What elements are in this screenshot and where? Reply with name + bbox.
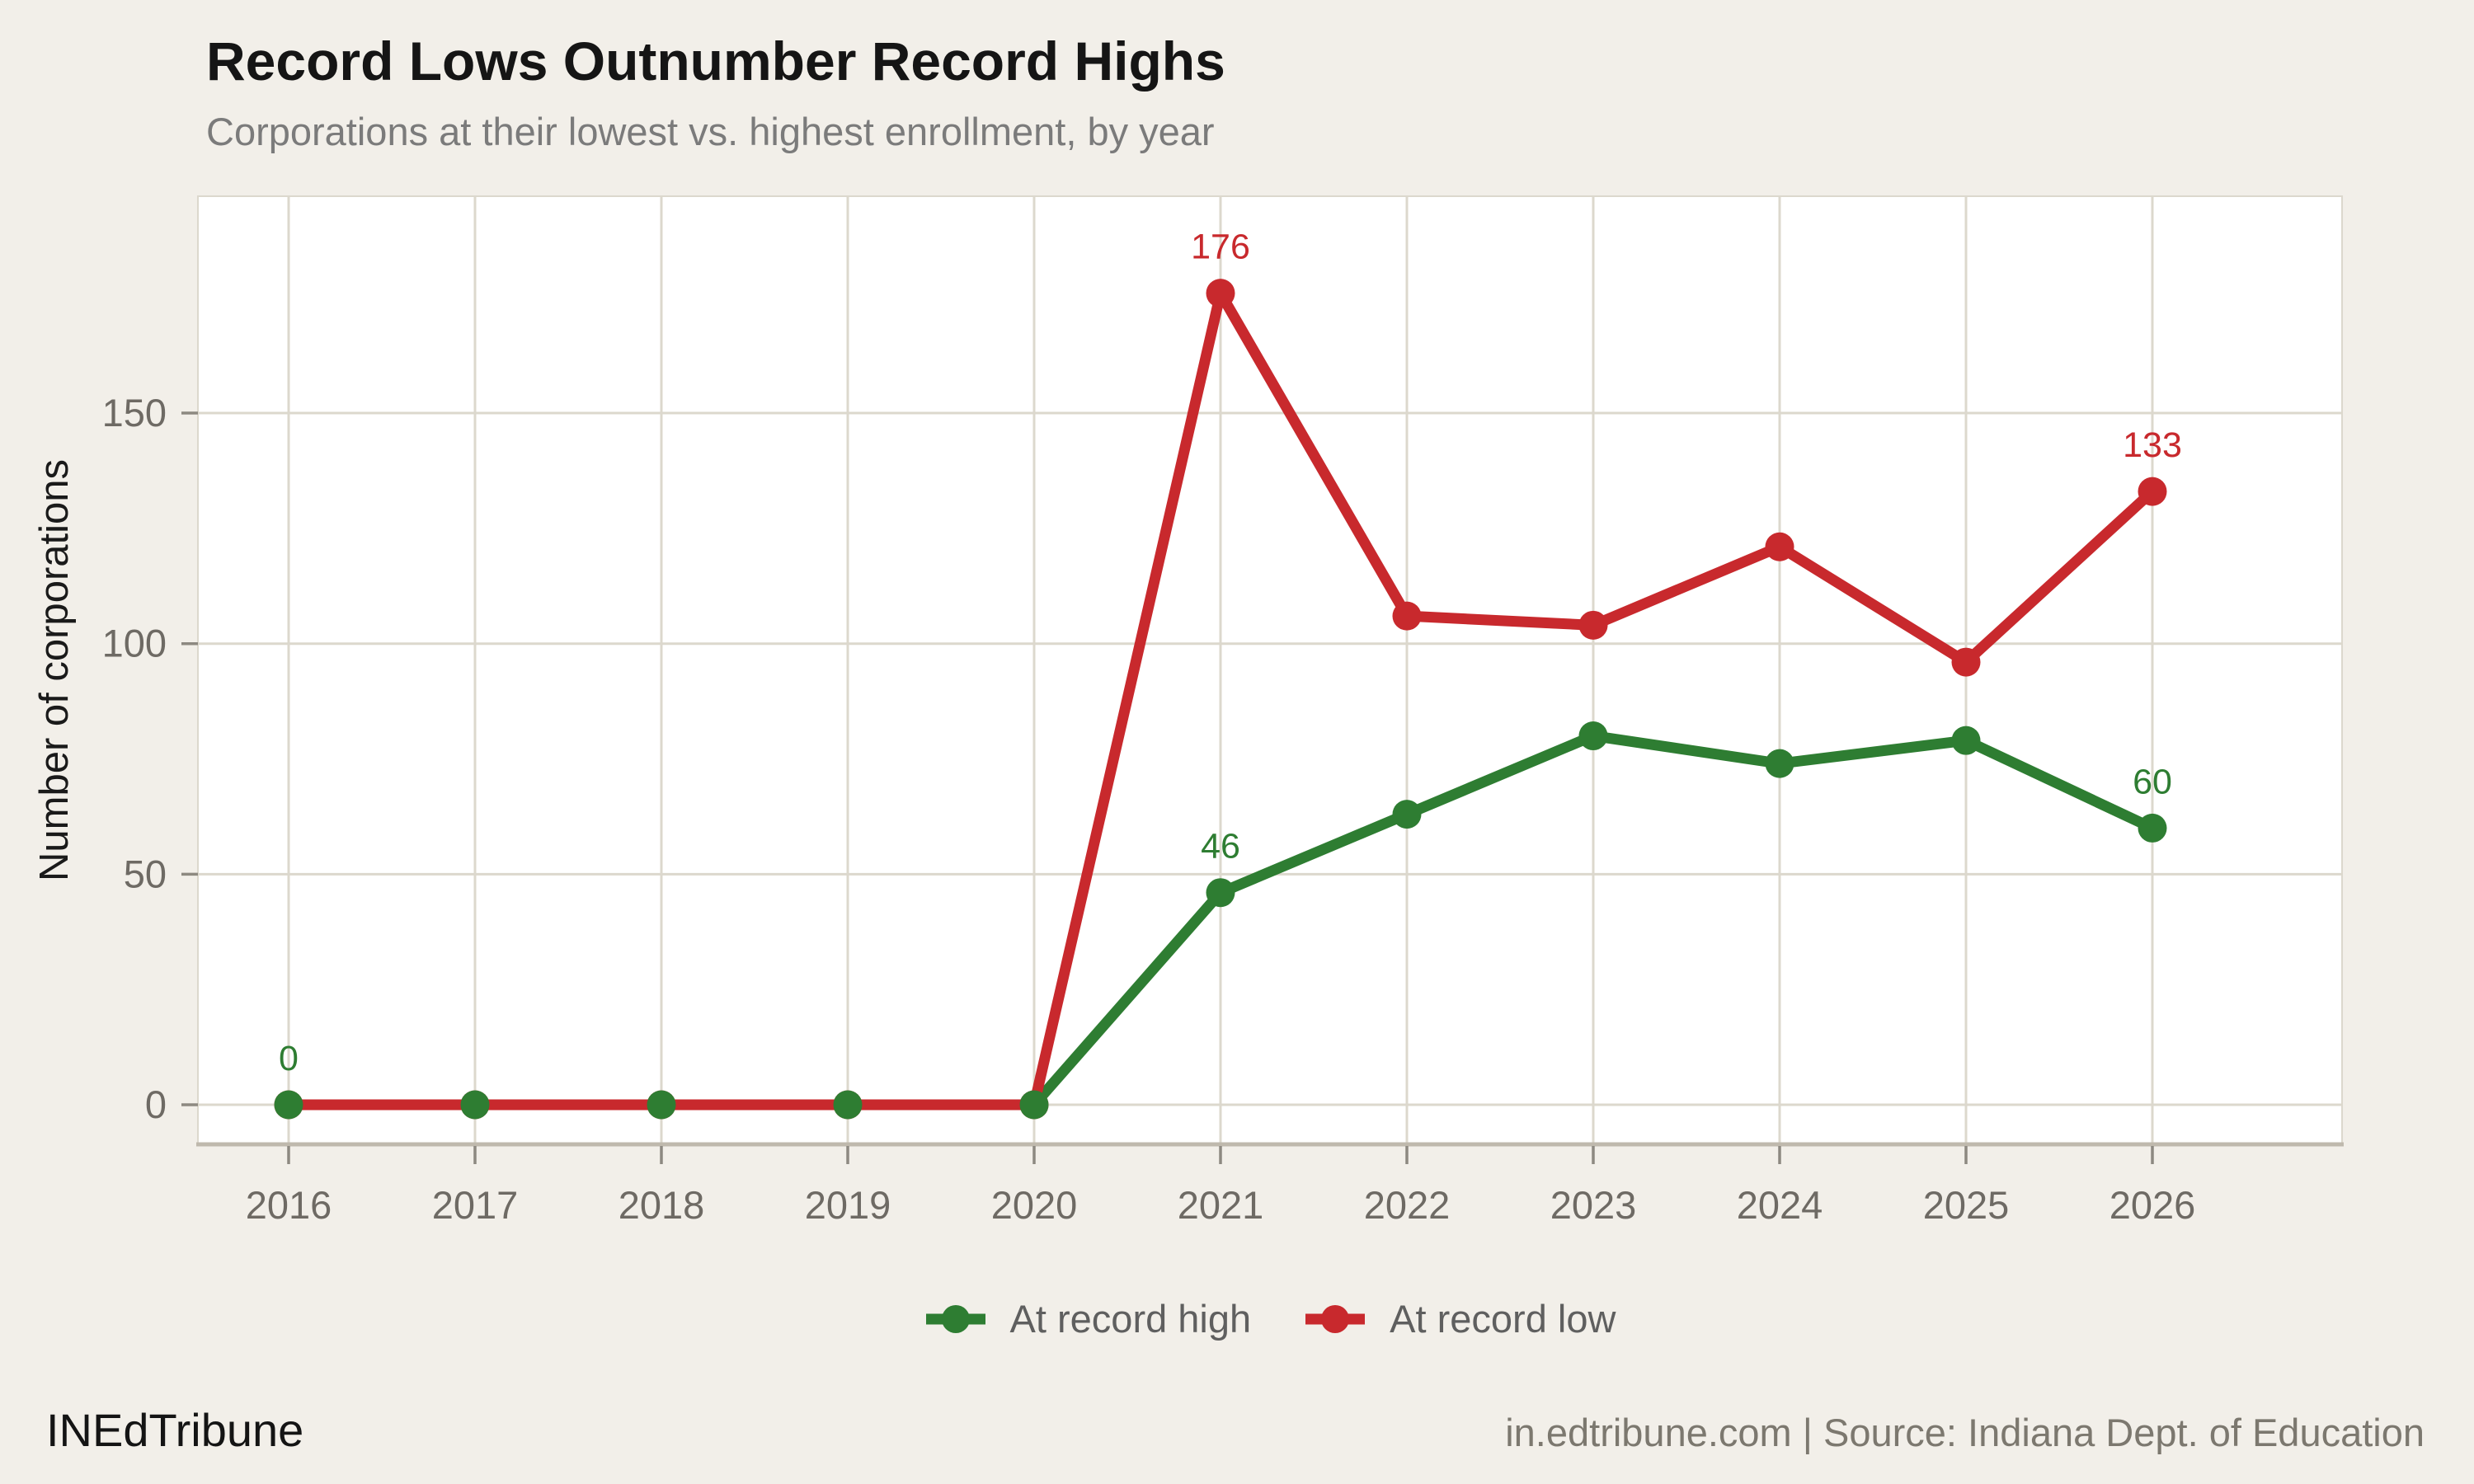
y-axis-title: Number of corporations <box>32 459 77 881</box>
data-point-red <box>2138 477 2167 506</box>
data-point-green <box>1765 749 1794 778</box>
brand-logo-text: INEdTribune <box>46 1404 304 1456</box>
point-value-label: 133 <box>2123 425 2182 465</box>
data-point-red <box>1765 532 1794 561</box>
y-tick-label: 150 <box>102 391 167 434</box>
x-tick-label: 2025 <box>1923 1183 2010 1227</box>
y-tick-label: 100 <box>102 622 167 665</box>
footer: INEdTribune in.edtribune.com | Source: I… <box>0 1403 2474 1457</box>
x-tick-label: 2023 <box>1550 1183 1637 1227</box>
chart-title: Record Lows Outnumber Record Highs <box>206 31 1225 92</box>
data-point-green <box>1578 721 1608 751</box>
chart-subtitle: Corporations at their lowest vs. highest… <box>206 110 1215 153</box>
plot-canvas: 0 50 100 150 2016 2017 2018 2019 2020 2021 2022 202… <box>32 195 2344 1227</box>
enrollment-line-chart: 0 50 100 150 2016 2017 2018 2019 2020 2021 2022 202… <box>32 195 2344 1227</box>
y-tick-label: 0 <box>145 1082 167 1126</box>
source-attribution: in.edtribune.com | Source: Indiana Dept.… <box>1505 1411 2425 1454</box>
legend: At record high At record low <box>198 1296 2342 1341</box>
data-point-red <box>1206 279 1235 308</box>
x-tick-label: 2016 <box>246 1183 332 1227</box>
legend-marker-green-icon <box>925 1304 985 1333</box>
data-point-green <box>1392 800 1422 829</box>
data-point-green <box>460 1090 490 1120</box>
x-tick-label: 2017 <box>432 1183 519 1227</box>
y-tick-label: 50 <box>124 852 167 895</box>
data-point-red <box>1578 610 1608 640</box>
point-value-label: 60 <box>2133 762 2172 801</box>
legend-label: At record low <box>1390 1297 1616 1341</box>
chart-header: Record Lows Outnumber Record Highs Corpo… <box>206 30 1225 154</box>
legend-item: At record low <box>1304 1296 1616 1341</box>
legend-item: At record high <box>924 1296 1252 1341</box>
plot-panel <box>198 196 2342 1144</box>
data-point-green <box>1206 878 1235 908</box>
x-tick-label: 2020 <box>991 1183 1078 1227</box>
data-point-green <box>1019 1090 1049 1120</box>
point-value-label: 0 <box>279 1039 299 1078</box>
point-value-label: 46 <box>1201 827 1240 866</box>
x-tick-label: 2026 <box>2109 1183 2196 1227</box>
data-point-green <box>274 1090 303 1120</box>
data-point-green <box>2138 813 2167 843</box>
x-tick-label: 2021 <box>1178 1183 1264 1227</box>
x-tick-label: 2022 <box>1364 1183 1451 1227</box>
data-point-green <box>833 1090 863 1120</box>
x-tick-label: 2024 <box>1737 1183 1823 1227</box>
data-point-red <box>1392 601 1422 631</box>
data-point-red <box>1951 647 1981 677</box>
x-tick-label: 2018 <box>618 1183 705 1227</box>
legend-marker-red-icon <box>1305 1304 1366 1333</box>
data-point-green <box>647 1090 676 1120</box>
legend-label: At record high <box>1009 1297 1252 1341</box>
x-tick-label: 2019 <box>805 1183 891 1227</box>
point-value-label: 176 <box>1191 228 1250 267</box>
data-point-green <box>1951 726 1981 755</box>
